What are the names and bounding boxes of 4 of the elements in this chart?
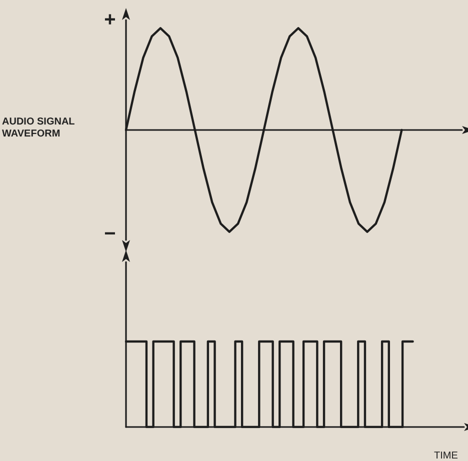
y-axis-title: AUDIO SIGNAL WAVEFORM (2, 116, 78, 140)
x-axis-title: TIME (434, 450, 458, 461)
text: + (104, 9, 116, 31)
text: − (104, 223, 116, 245)
